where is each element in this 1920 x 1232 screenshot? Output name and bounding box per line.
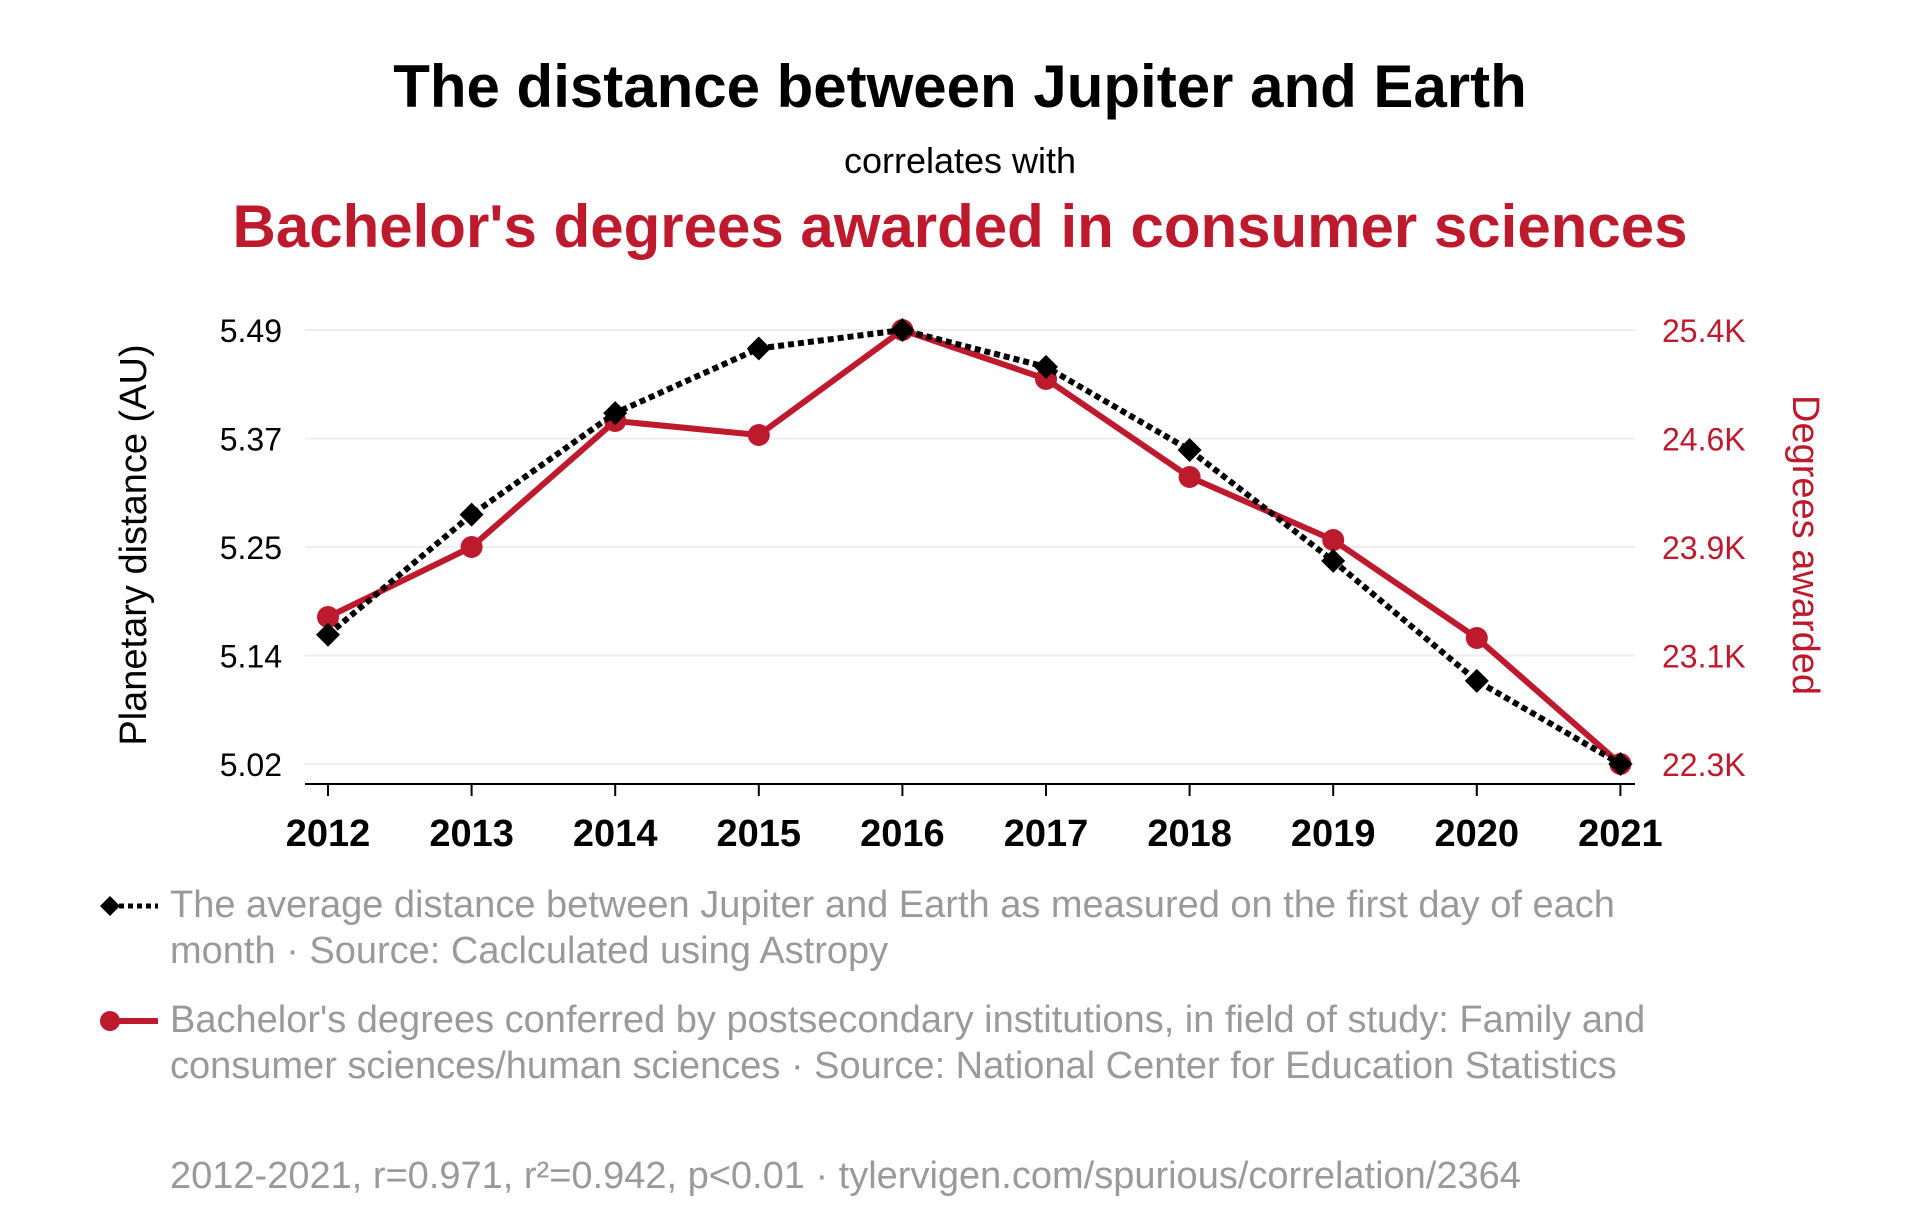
- series-distance-point: [603, 401, 628, 426]
- chart-subtitle: correlates with: [843, 140, 1077, 181]
- series-distance-point: [459, 502, 484, 527]
- legend-text-degrees: Bachelor's degrees conferred by postseco…: [170, 999, 1646, 1087]
- series-degrees-point: [460, 536, 483, 558]
- y-left-tick-label: 5.14: [220, 639, 282, 675]
- series-distance-line: [326, 326, 1622, 767]
- x-tick-label: 2018: [1147, 813, 1232, 855]
- y-right-tick-label: 22.3K: [1662, 747, 1746, 783]
- chart-title: The distance between Jupiter and Earth: [393, 53, 1527, 120]
- x-tick-label: 2020: [1435, 813, 1520, 855]
- series-distance-point: [1034, 354, 1058, 379]
- series-degrees-point: [747, 424, 770, 446]
- y-right-tick-label: 25.4K: [1662, 313, 1746, 349]
- y-right-tick-label: 24.6K: [1662, 422, 1746, 458]
- series-distance-point: [1464, 668, 1489, 693]
- x-tick-label: 2017: [1004, 813, 1089, 855]
- series-degrees-point: [317, 606, 339, 628]
- x-tick-label: 2021: [1578, 813, 1663, 855]
- legend-text-distance: The average distance between Jupiter and…: [170, 884, 1615, 972]
- series-distance-point: [1321, 548, 1346, 573]
- y-left-tick-label: 5.49: [220, 313, 282, 349]
- y-left-tick-label: 5.37: [220, 422, 282, 458]
- series-distance-point: [1177, 438, 1202, 463]
- x-tick-label: 2016: [860, 813, 945, 855]
- x-tick-label: 2014: [573, 813, 658, 855]
- x-tick-label: 2015: [717, 813, 802, 855]
- x-tick-label: 2019: [1291, 813, 1376, 855]
- x-tick-label: 2013: [429, 813, 514, 855]
- series-distance-point: [746, 336, 771, 361]
- series-distance-point: [890, 318, 915, 342]
- series-degrees-point: [1178, 466, 1201, 488]
- series-degrees-point: [1465, 627, 1488, 649]
- chart-title-secondary: Bachelor's degrees awarded in consumer s…: [232, 193, 1688, 260]
- y-right-axis-title: Degrees awarded: [1784, 395, 1826, 695]
- y-left-tick-label: 5.02: [220, 747, 282, 783]
- legend-key-circle-line-icon: [100, 1011, 158, 1031]
- series-distance-point: [1608, 752, 1633, 776]
- y-left-axis-title: Planetary distance (AU): [113, 344, 155, 745]
- series-degrees-line: [326, 327, 1623, 767]
- x-tick-label: 2012: [286, 813, 371, 855]
- footer-stats: 2012-2021, r=0.971, r²=0.942, p<0.01 · t…: [170, 1155, 1521, 1197]
- y-right-tick-label: 23.9K: [1662, 530, 1746, 566]
- series-degrees-point: [1322, 529, 1345, 551]
- y-right-tick-label: 23.1K: [1662, 639, 1746, 675]
- legend-key-diamond-dotted-icon: [100, 896, 158, 916]
- series-distance-point: [316, 622, 340, 647]
- y-left-tick-label: 5.25: [220, 530, 282, 566]
